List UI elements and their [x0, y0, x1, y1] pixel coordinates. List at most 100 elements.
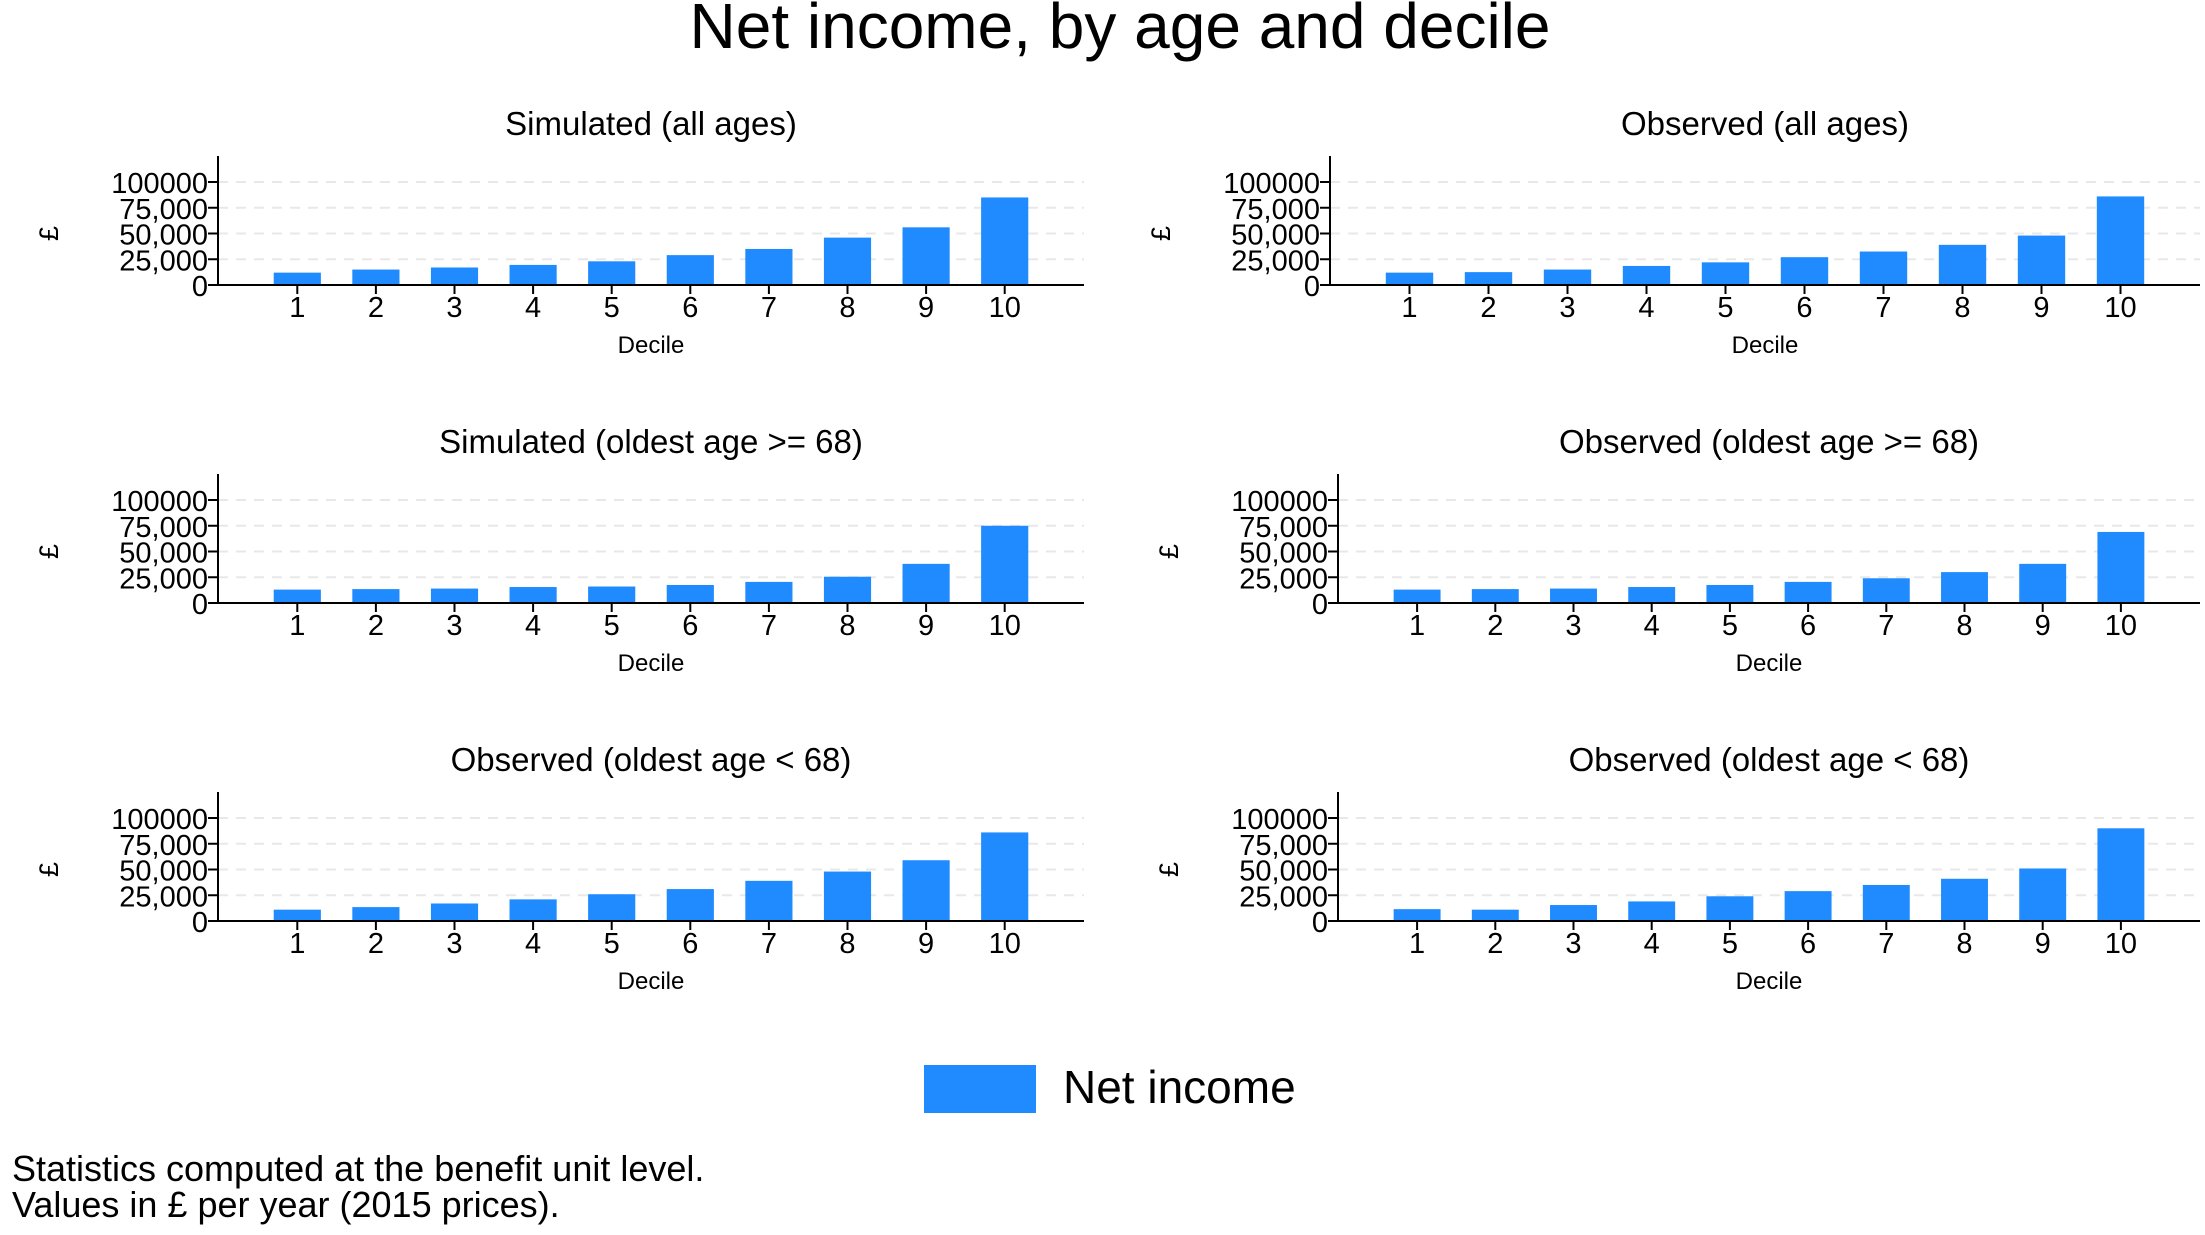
y-tick-label: 75,000	[119, 830, 208, 862]
y-tick-label: 50,000	[119, 220, 208, 252]
legend-swatch	[924, 1065, 1036, 1113]
x-tick-label: 9	[2035, 610, 2051, 642]
y-axis-label: £	[34, 226, 64, 241]
x-tick-label: 4	[525, 610, 541, 642]
x-tick-label: 10	[2104, 292, 2136, 324]
y-tick-label: 0	[1312, 907, 1328, 939]
y-tick-label: 25,000	[1239, 881, 1328, 913]
x-axis-label: Decile	[618, 332, 685, 359]
bar-decile-8	[823, 237, 872, 285]
bar-decile-3	[1550, 588, 1597, 603]
bar-decile-6	[666, 889, 714, 921]
y-tick-label: 25,000	[119, 881, 208, 913]
bar-decile-6	[666, 255, 714, 285]
bar-decile-1	[1385, 272, 1434, 285]
bar-decile-10	[981, 525, 1029, 603]
bar-decile-6	[1784, 581, 1832, 603]
y-tick-label: 100000	[1231, 486, 1328, 518]
x-tick-label: 3	[446, 610, 462, 642]
y-tick-label: 0	[1312, 589, 1328, 621]
x-tick-label: 1	[289, 292, 305, 324]
bar-decile-6	[1784, 891, 1832, 921]
x-axis-label: Decile	[1732, 332, 1799, 359]
y-axis-label: £	[34, 544, 64, 559]
bar-decile-10	[981, 197, 1029, 285]
x-tick-label: 2	[1487, 610, 1503, 642]
y-tick-label: 0	[192, 589, 208, 621]
chart-panel-1: Simulated (all ages)025,00050,00075,0001…	[34, 105, 1084, 359]
y-tick-label: 100000	[1231, 804, 1328, 836]
y-tick-label: 25,000	[119, 245, 208, 277]
x-tick-label: 10	[989, 292, 1021, 324]
y-tick-label: 75,000	[1239, 830, 1328, 862]
x-tick-label: 2	[368, 928, 384, 960]
panel-title: Observed (oldest age < 68)	[451, 741, 852, 778]
x-axis-label: Decile	[618, 968, 685, 995]
x-axis-label: Decile	[1736, 650, 1803, 677]
bar-decile-3	[430, 267, 479, 285]
x-tick-label: 9	[2035, 928, 2051, 960]
bar-decile-9	[902, 860, 950, 921]
bar-decile-7	[745, 581, 793, 603]
bar-decile-9	[2019, 563, 2067, 603]
bar-decile-8	[1941, 878, 1988, 921]
y-tick-label: 50,000	[1231, 220, 1320, 252]
bar-decile-9	[902, 563, 950, 603]
y-tick-label: 25,000	[119, 563, 208, 595]
bar-decile-5	[588, 261, 636, 285]
x-tick-label: 6	[1800, 928, 1816, 960]
x-axis-label: Decile	[618, 650, 685, 677]
x-tick-label: 9	[918, 292, 934, 324]
y-tick-label: 0	[1304, 271, 1320, 303]
bar-decile-6	[666, 584, 714, 603]
y-axis-label: £	[1146, 226, 1176, 241]
chart-panel-2: Observed (all ages)025,00050,00075,00010…	[1146, 105, 2200, 359]
x-tick-label: 10	[2105, 610, 2137, 642]
x-tick-label: 3	[1565, 610, 1581, 642]
bar-decile-10	[2097, 828, 2145, 921]
x-tick-label: 5	[1722, 610, 1738, 642]
bar-decile-10	[2097, 531, 2145, 603]
bar-decile-2	[352, 269, 400, 285]
x-tick-label: 9	[918, 928, 934, 960]
note-line-1: Statistics computed at the benefit unit …	[12, 1148, 705, 1189]
x-tick-label: 5	[604, 610, 620, 642]
x-tick-label: 3	[446, 292, 462, 324]
x-tick-label: 8	[1956, 610, 1972, 642]
bar-decile-8	[823, 871, 872, 921]
x-tick-label: 8	[1954, 292, 1970, 324]
x-tick-label: 6	[682, 928, 698, 960]
x-tick-label: 3	[446, 928, 462, 960]
bar-decile-3	[430, 903, 479, 921]
y-tick-label: 75,000	[119, 194, 208, 226]
x-tick-label: 3	[1559, 292, 1575, 324]
x-tick-label: 8	[839, 610, 855, 642]
x-tick-label: 5	[1717, 292, 1733, 324]
x-tick-label: 4	[1638, 292, 1654, 324]
bar-decile-7	[1862, 884, 1910, 921]
bar-decile-4	[509, 264, 557, 285]
x-tick-label: 5	[604, 928, 620, 960]
bar-decile-4	[1628, 587, 1676, 603]
x-tick-label: 8	[1956, 928, 1972, 960]
figure-title: Net income, by age and decile	[690, 0, 1551, 62]
x-tick-label: 6	[1796, 292, 1812, 324]
x-tick-label: 4	[525, 928, 541, 960]
bar-decile-2	[352, 589, 400, 603]
x-tick-label: 10	[989, 928, 1021, 960]
y-tick-label: 25,000	[1239, 563, 1328, 595]
bar-decile-7	[745, 880, 793, 921]
panel-title: Simulated (all ages)	[505, 105, 797, 142]
bar-decile-8	[1938, 244, 1987, 285]
bar-decile-9	[902, 227, 950, 285]
bar-decile-2	[1464, 272, 1513, 285]
y-tick-label: 100000	[111, 486, 208, 518]
x-tick-label: 1	[1409, 928, 1425, 960]
bar-decile-7	[745, 248, 793, 285]
y-tick-label: 100000	[111, 168, 208, 200]
bar-decile-8	[1941, 572, 1988, 603]
chart-panels: Simulated (all ages)025,00050,00075,0001…	[34, 105, 2200, 995]
x-tick-label: 8	[839, 292, 855, 324]
legend-label: Net income	[1063, 1061, 1296, 1113]
y-tick-label: 100000	[1223, 168, 1320, 200]
